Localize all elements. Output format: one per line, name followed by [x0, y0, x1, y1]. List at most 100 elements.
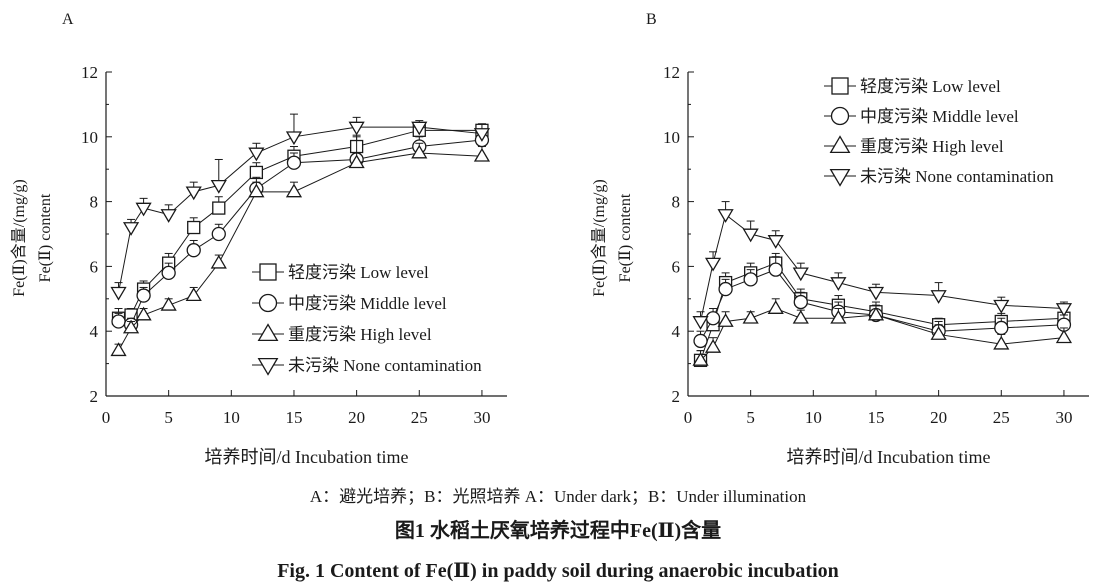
y-tick-label: 4: [672, 322, 681, 341]
data-point: [994, 320, 1009, 336]
data-point: [830, 309, 847, 324]
data-point: [704, 339, 722, 353]
data-point: [993, 335, 1010, 350]
legend-marker: [830, 106, 850, 126]
x-tick-label: 10: [223, 408, 240, 427]
data-point: [793, 294, 808, 310]
data-point: [693, 333, 708, 349]
legend-label: 轻度污染 Low level: [288, 263, 429, 282]
panel-label: A: [62, 11, 74, 28]
y-tick-label: 4: [90, 322, 99, 341]
data-point: [867, 286, 885, 301]
y-tick-label: 2: [90, 387, 99, 406]
legend-label: 未污染 None contamination: [288, 356, 482, 375]
y-axis-label-en: Fe(Ⅱ) content: [37, 193, 54, 282]
data-point: [473, 128, 491, 142]
y-tick-label: 8: [90, 193, 99, 212]
series-line: [118, 152, 482, 351]
legend: 轻度污染 Low level 中度污染 Middle level 重度污染 High…: [252, 263, 482, 376]
y-tick-label: 12: [81, 63, 98, 82]
x-tick-label: 25: [993, 408, 1010, 427]
data-point: [473, 147, 491, 162]
series-circle: [693, 256, 1072, 349]
legend-marker: [258, 293, 278, 313]
data-point: [135, 306, 152, 321]
data-point: [692, 316, 709, 330]
caption-title-cn: 图1 水稻土厌氧培养过程中Fe(Ⅱ)含量: [394, 520, 722, 542]
caption-title-en: Fig. 1 Content of Fe(Ⅱ) in paddy soil du…: [277, 560, 839, 582]
caption-note: A：避光培养；B：光照培养 A：Under dark；B：Under illum…: [309, 487, 807, 506]
data-point: [186, 243, 201, 258]
data-point: [122, 222, 140, 236]
chart-panel-b: B 2 4 6 8 10 12 0 5 10 15 20 25 30 培养时间/d Incubation t…: [590, 11, 1089, 467]
x-tick-label: 20: [930, 408, 947, 427]
legend-label: 轻度污染 Low level: [860, 77, 1001, 96]
data-point: [122, 319, 140, 334]
legend: 轻度污染 Low level 中度污染 Middle level 重度污染 High…: [824, 77, 1054, 187]
data-point: [717, 313, 734, 327]
data-point: [135, 202, 152, 217]
x-tick-label: 5: [164, 408, 173, 427]
data-point: [211, 226, 226, 242]
legend-marker: [259, 263, 277, 281]
data-point: [210, 179, 227, 194]
data-point: [285, 183, 303, 198]
data-point: [185, 186, 202, 201]
legend-label: 重度污染 High level: [288, 325, 432, 344]
x-tick-label: 10: [805, 408, 822, 427]
series-triangle-up: [110, 142, 491, 357]
data-point: [160, 296, 177, 311]
data-point: [187, 220, 201, 235]
y-tick-label: 10: [81, 128, 98, 147]
data-point: [930, 326, 947, 340]
y-tick-label: 8: [672, 193, 681, 212]
data-point: [742, 309, 759, 324]
legend-marker: [257, 323, 279, 342]
data-point: [718, 281, 733, 297]
x-tick-label: 25: [411, 408, 428, 427]
legend-label: 重度污染 High level: [860, 137, 1004, 156]
series-triangle-down: [110, 113, 491, 301]
y-axis-label-cn: Fe(Ⅱ)含量/(mg/g): [10, 179, 28, 297]
y-tick-label: 10: [663, 128, 680, 147]
data-point: [830, 277, 847, 291]
data-point: [111, 314, 126, 329]
x-tick-label: 0: [102, 408, 111, 427]
data-point: [110, 342, 127, 357]
legend-marker: [829, 135, 851, 154]
legend-label: 中度污染 Middle level: [288, 294, 447, 313]
chart-panel-a: A 2 4 6 8 10 12 0 5 10 15 20 25 30 培养时间/d Incubation t…: [10, 11, 507, 467]
data-point: [767, 235, 784, 249]
y-tick-label: 6: [90, 257, 99, 276]
y-tick-label: 6: [672, 257, 681, 276]
data-point: [717, 209, 734, 223]
legend-label: 中度污染 Middle level: [860, 107, 1019, 126]
data-point: [185, 287, 202, 301]
data-point: [411, 121, 428, 136]
x-tick-label: 5: [746, 408, 755, 427]
data-point: [161, 265, 176, 281]
data-point: [704, 257, 722, 272]
data-point: [705, 311, 721, 326]
data-point: [411, 144, 428, 159]
data-point: [792, 309, 809, 324]
legend-marker: [831, 77, 849, 95]
x-tick-label: 0: [684, 408, 693, 427]
x-axis-label: 培养时间/d Incubation time: [787, 447, 991, 467]
data-point: [768, 262, 783, 277]
data-point: [743, 272, 758, 287]
series-triangle-down: [692, 201, 1073, 330]
data-point: [1055, 329, 1073, 344]
data-point: [110, 286, 127, 301]
y-axis-label-cn: Fe(Ⅱ)含量/(mg/g): [590, 179, 608, 297]
data-point: [210, 254, 227, 269]
x-axis-label: 培养时间/d Incubation time: [205, 447, 409, 467]
legend-label: 未污染 None contamination: [860, 167, 1054, 186]
data-point: [212, 201, 226, 215]
data-point: [136, 288, 151, 303]
data-point: [792, 267, 809, 282]
data-point: [285, 131, 303, 146]
data-point: [767, 300, 784, 314]
x-tick-label: 15: [285, 408, 302, 427]
y-axis-label-en: Fe(Ⅱ) content: [617, 193, 634, 282]
